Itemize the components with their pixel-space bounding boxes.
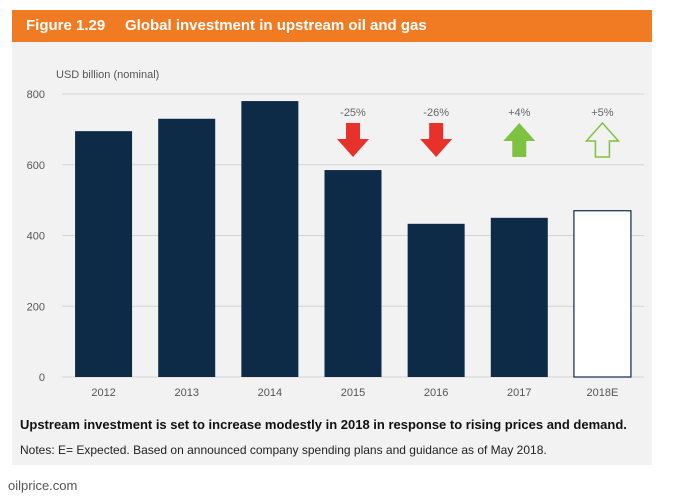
change-annotations: -25% -26% +4% +5% xyxy=(337,107,621,158)
x-tick-label: 2018E xyxy=(587,387,619,399)
x-tick-label: 2014 xyxy=(258,387,282,399)
bar-2018e xyxy=(573,210,632,378)
y-tick-label: 800 xyxy=(27,89,45,101)
x-tick-label: 2013 xyxy=(174,387,198,399)
bar-chart: 0 200 400 600 800 USD billion (nominal) 2012… xyxy=(27,69,644,399)
x-tick-label: 2012 xyxy=(91,387,115,399)
bar-2013 xyxy=(158,118,216,377)
x-tick-label: 2017 xyxy=(507,387,531,399)
y-tick-label: 200 xyxy=(27,301,45,313)
bar-2016 xyxy=(407,223,465,377)
y-axis-label: USD billion (nominal) xyxy=(56,69,159,81)
figure-title: Global investment in upstream oil and ga… xyxy=(125,17,427,34)
y-tick-label: 600 xyxy=(27,160,45,172)
arrow-down-icon xyxy=(420,123,453,157)
arrow-down-icon xyxy=(337,123,369,157)
change-label: -26% xyxy=(423,107,449,119)
bar-2012 xyxy=(75,131,133,377)
y-tick-labels: 0 200 400 600 800 xyxy=(27,89,45,384)
figure-panel: Figure 1.29 Global investment in upstrea… xyxy=(12,10,652,465)
source-credit: oilprice.com xyxy=(8,478,78,493)
chart-takeaway: Upstream investment is set to increase m… xyxy=(20,417,627,432)
bar-2014 xyxy=(241,101,299,377)
change-label: -25% xyxy=(340,107,366,119)
chart-notes: Notes: E= Expected. Based on announced c… xyxy=(20,443,547,457)
bar-2015 xyxy=(324,170,382,377)
arrow-up-icon xyxy=(503,123,536,157)
y-tick-label: 0 xyxy=(39,372,45,384)
figure-header: Figure 1.29 Global investment in upstrea… xyxy=(12,10,652,42)
x-tick-labels: 2012 2013 2014 2015 2016 2017 2018E xyxy=(91,387,618,399)
bars xyxy=(75,101,632,378)
bar-2017 xyxy=(490,217,548,377)
y-tick-label: 400 xyxy=(27,231,45,243)
x-tick-label: 2015 xyxy=(341,387,365,399)
arrow-up-icon xyxy=(584,121,621,158)
x-tick-label: 2016 xyxy=(424,387,448,399)
change-label: +4% xyxy=(508,107,531,119)
figure-number: Figure 1.29 xyxy=(26,17,106,34)
change-label: +5% xyxy=(591,107,614,119)
